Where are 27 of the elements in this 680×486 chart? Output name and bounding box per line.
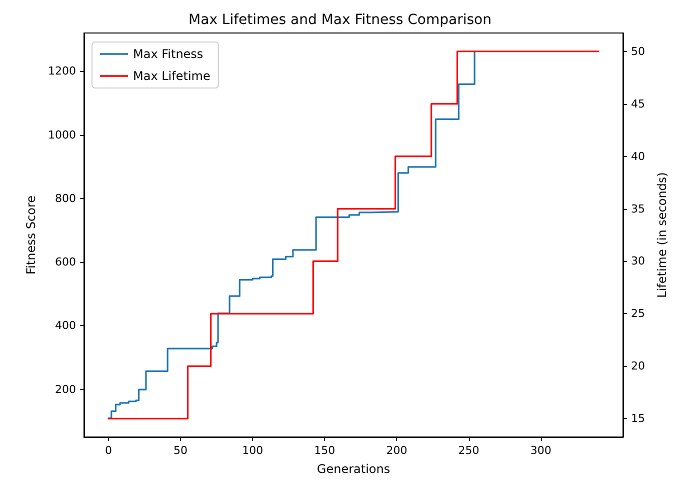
y2-tick-label: 30 xyxy=(631,254,645,268)
y2-tick-label: 20 xyxy=(631,360,645,373)
x-tick-label: 50 xyxy=(174,444,188,457)
x-tick-label: 250 xyxy=(458,444,480,457)
y-tick-label: 600 xyxy=(55,256,76,269)
y2-tick-label: 45 xyxy=(631,97,645,110)
y2-tick-label: 15 xyxy=(631,412,645,426)
y-axis-title: Fitness Score xyxy=(24,196,38,274)
legend-label: Max Fitness xyxy=(133,47,204,61)
y-tick-label: 400 xyxy=(55,319,76,332)
x-tick-label: 150 xyxy=(314,444,336,457)
y2-tick-label: 40 xyxy=(631,150,645,163)
x-tick-label: 300 xyxy=(530,444,552,457)
x-tick-label: 200 xyxy=(386,444,408,457)
chart-title: Max Lifetimes and Max Fitness Comparison xyxy=(188,12,492,28)
x-axis-title: Generations xyxy=(316,462,390,476)
x-tick-label: 100 xyxy=(242,444,264,457)
y-tick-label: 800 xyxy=(55,192,76,205)
y2-axis-title: Lifetime (in seconds) xyxy=(654,172,669,298)
x-tick-label: 0 xyxy=(105,444,112,457)
y2-tick-label: 35 xyxy=(631,202,645,216)
legend-label: Max Lifetime xyxy=(133,69,210,83)
y-tick-label: 1200 xyxy=(48,64,76,78)
y2-tick-label: 25 xyxy=(631,307,645,320)
y2-tick-label: 50 xyxy=(631,44,645,58)
y-tick-label: 200 xyxy=(55,382,76,396)
y-tick-label: 1000 xyxy=(48,128,76,142)
